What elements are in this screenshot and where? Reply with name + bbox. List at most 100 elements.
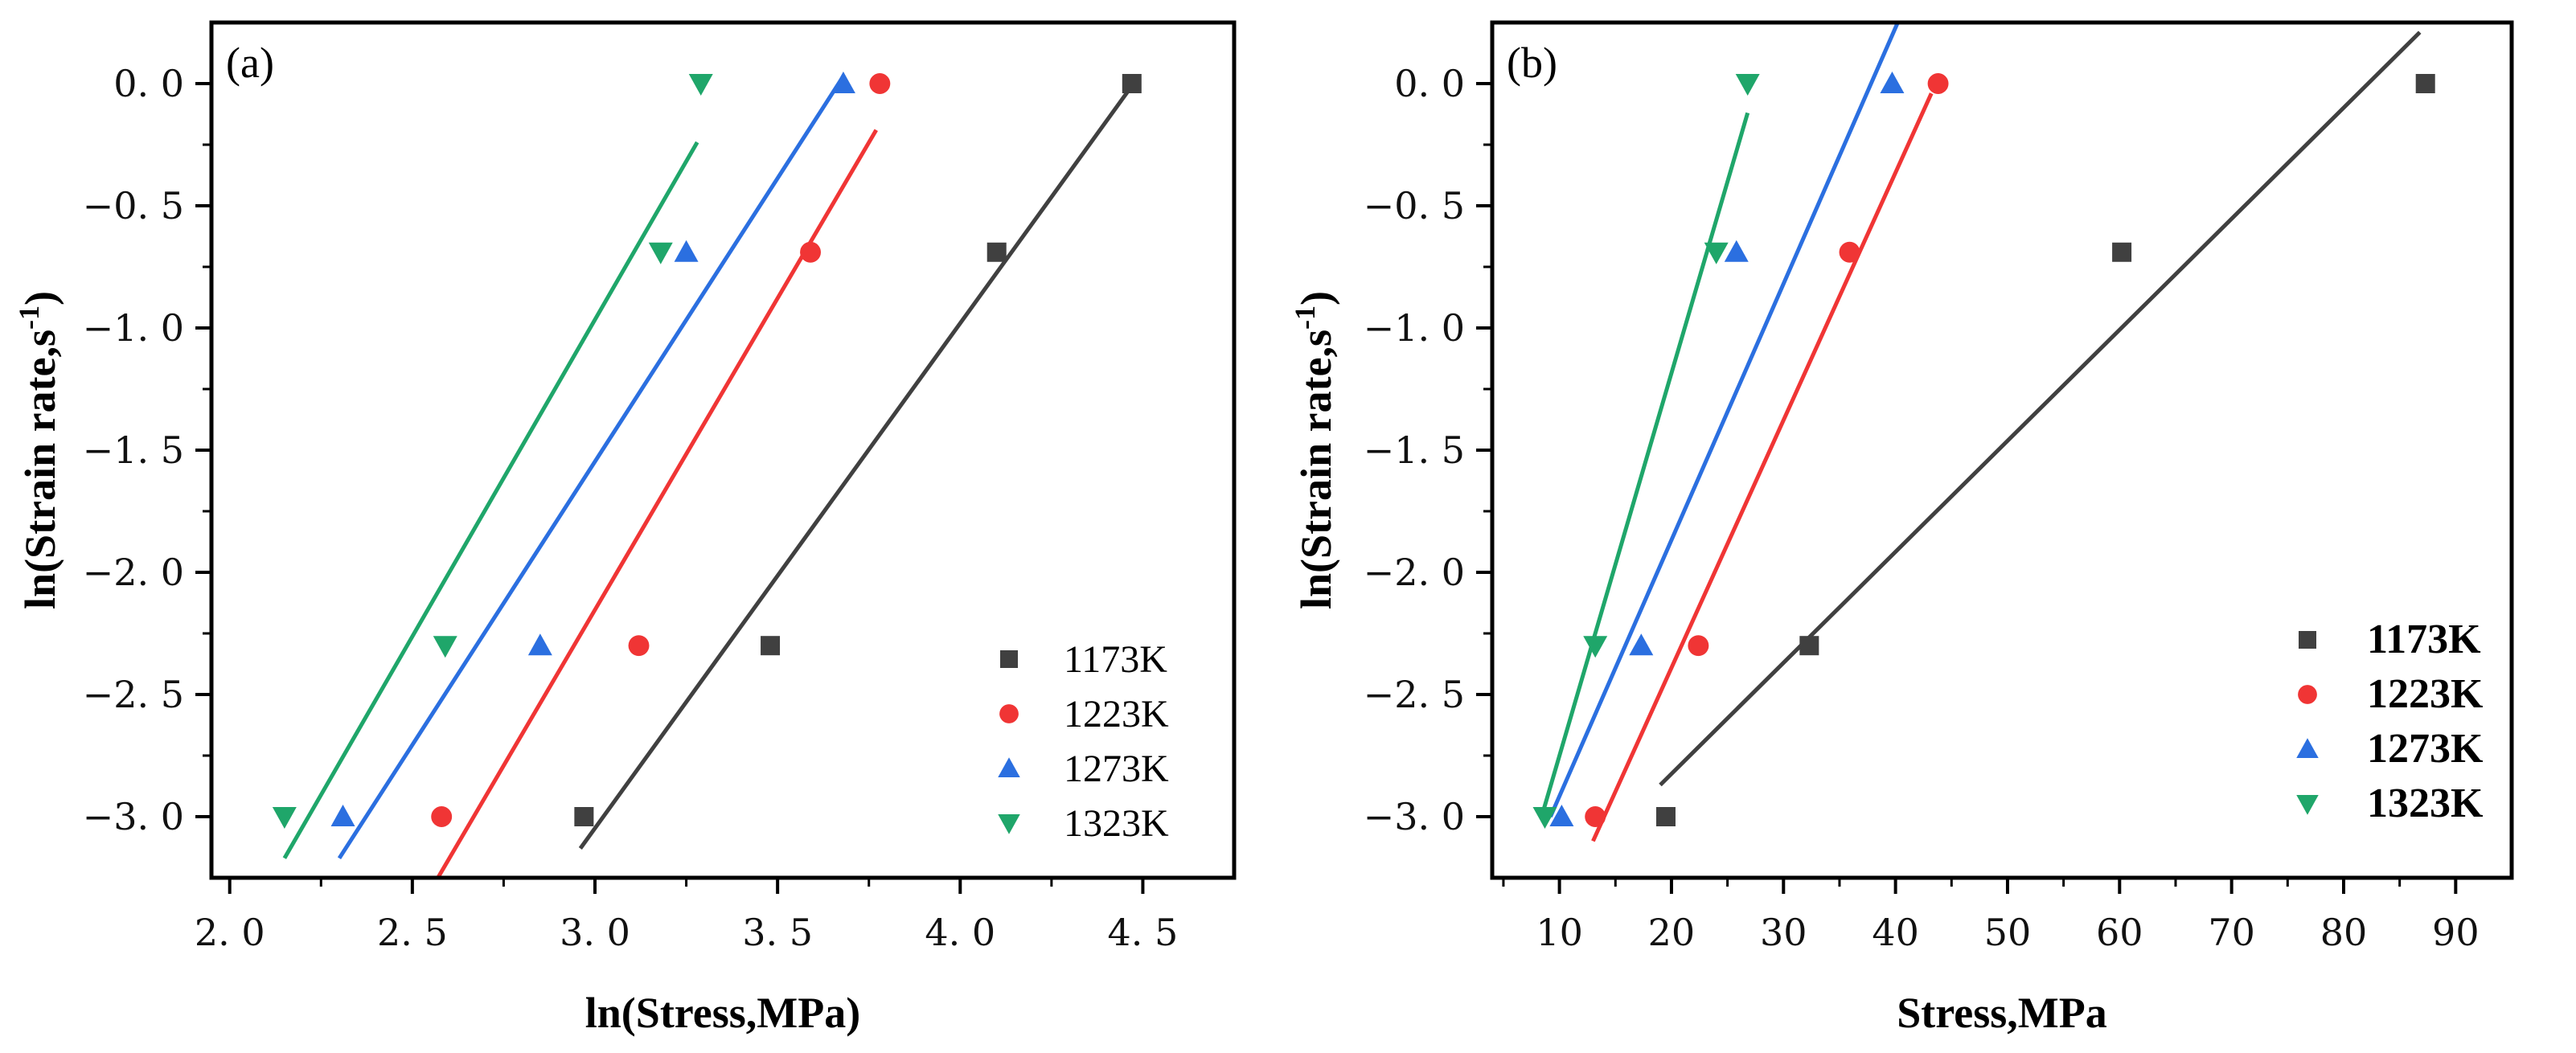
- data-point-1173K: [2415, 74, 2435, 93]
- data-point-1323K: [648, 242, 673, 264]
- data-point-1323K: [688, 74, 713, 96]
- data-point-1323K: [1583, 636, 1608, 658]
- data-point-1173K: [1122, 74, 1142, 93]
- x-tick-label: 70: [2208, 911, 2255, 954]
- fit-line-1273K: [337, 75, 846, 860]
- legend-label-1323K: 1323K: [2367, 781, 2484, 826]
- y-tick-label: −1. 5: [1364, 428, 1465, 472]
- y-tick-label: −0. 5: [1364, 184, 1465, 227]
- y-tick-label: −1. 0: [83, 306, 184, 350]
- x-tick-label: 20: [1648, 911, 1696, 954]
- data-point-1323K: [272, 807, 297, 829]
- data-point-1223K: [1585, 806, 1606, 827]
- x-tick-label: 3. 5: [742, 911, 813, 954]
- x-tick-label: 3. 0: [560, 911, 630, 954]
- data-point-1323K: [433, 636, 457, 658]
- fit-line-1223K: [1591, 92, 1934, 842]
- y-axis-title-close: ): [1292, 291, 1340, 305]
- data-point-1223K: [869, 73, 891, 94]
- legend-marker-1223K: [999, 704, 1019, 723]
- x-tick-label: 50: [1984, 911, 2032, 954]
- panel-b: 0. 0 −0. 5 −1. 0 −1. 5 −2. 0 −2. 5 −3. 0 10 20 30…: [1289, 20, 2514, 1037]
- fit-line-1173K: [578, 89, 1130, 850]
- data-point-1173K: [987, 242, 1007, 262]
- legend-label-1173K: 1173K: [1064, 638, 1167, 681]
- data-point-1273K: [674, 240, 699, 262]
- fit-line-1173K: [1659, 31, 2422, 787]
- data-point-1273K: [1724, 240, 1749, 262]
- x-tick-label: 4. 5: [1108, 911, 1179, 954]
- data-point-1323K: [1532, 807, 1557, 829]
- data-point-1173K: [574, 807, 594, 826]
- legend-marker-1173K: [1000, 650, 1018, 668]
- data-point-1223K: [1688, 635, 1709, 657]
- legend-label-1223K: 1223K: [1064, 693, 1169, 735]
- data-point-1223K: [1839, 241, 1860, 263]
- legend-label-1273K: 1273K: [2367, 726, 2484, 772]
- data-point-1223K: [800, 241, 821, 263]
- fit-line-1323K: [1541, 112, 1750, 810]
- plot-frame: [1490, 20, 2514, 880]
- plot-frame: [209, 20, 1237, 880]
- legend-label-1223K: 1223K: [2367, 671, 2484, 717]
- x-axis-title: Stress,MPa: [1897, 989, 2106, 1037]
- y-axis-title: ln(Strain rate,s-1): [13, 291, 64, 609]
- data-point-1173K: [1655, 807, 1676, 826]
- y-axis-title: ln(Strain rate,s-1): [1289, 291, 1340, 609]
- fit-line-1273K: [1548, 23, 1900, 818]
- y-tick-label: −1. 5: [83, 428, 184, 472]
- legend-marker-1273K: [2296, 738, 2319, 758]
- data-point-1323K: [1704, 242, 1729, 264]
- legend-label-1323K: 1323K: [1064, 802, 1169, 845]
- y-tick-label: −1. 0: [1364, 306, 1465, 350]
- y-axis-title-main: ln(Strain rate,s: [16, 330, 64, 609]
- data-point-1273K: [330, 805, 355, 826]
- data-point-1223K: [628, 635, 650, 657]
- legend-marker-1323K: [998, 814, 1020, 834]
- y-tick-label: −2. 5: [83, 673, 184, 716]
- legend-marker-1273K: [998, 757, 1020, 777]
- y-tick-label: −0. 5: [83, 184, 184, 227]
- panel-a: 0. 0 −0. 5 −1. 0 −1. 5 −2. 0 −2. 5 −3. 0 2. 0 2.…: [13, 20, 1237, 1037]
- y-axis-title-close: ): [16, 291, 64, 305]
- data-point-1173K: [1799, 636, 1819, 656]
- legend-label-1273K: 1273K: [1064, 748, 1169, 790]
- y-tick-label: −2. 0: [1364, 551, 1465, 594]
- x-tick-label: 60: [2096, 911, 2143, 954]
- legend-marker-1223K: [2298, 685, 2317, 704]
- data-point-1273K: [1629, 633, 1654, 656]
- y-tick-label: −2. 0: [83, 551, 184, 594]
- x-tick-label: 2. 5: [377, 911, 448, 954]
- x-tick-label: 30: [1760, 911, 1807, 954]
- data-point-1223K: [1927, 73, 1949, 94]
- data-point-1273K: [1880, 72, 1905, 93]
- x-tick-label: 4. 0: [925, 911, 995, 954]
- y-axis-title-main: ln(Strain rate,s: [1292, 330, 1340, 609]
- fit-line-1323K: [282, 141, 699, 859]
- data-point-1323K: [1735, 74, 1760, 96]
- data-point-1273K: [1549, 805, 1574, 826]
- y-axis-title-sup: -1: [1289, 305, 1321, 330]
- y-tick-label: −2. 5: [1364, 673, 1465, 716]
- data-point-1173K: [761, 636, 781, 656]
- legend-marker-1323K: [2296, 795, 2319, 815]
- y-tick-label: 0. 0: [113, 62, 184, 105]
- x-tick-label: 80: [2320, 911, 2368, 954]
- y-axis-title-sup: -1: [13, 305, 45, 330]
- y-tick-label: −3. 0: [1364, 795, 1465, 838]
- data-point-1273K: [527, 633, 552, 656]
- x-tick-label: 40: [1872, 911, 1919, 954]
- x-tick-label: 90: [2432, 911, 2480, 954]
- data-point-1173K: [2112, 242, 2132, 262]
- panel-label: (b): [1507, 39, 1557, 87]
- x-tick-label: 2. 0: [195, 911, 265, 954]
- y-tick-label: −3. 0: [83, 795, 184, 838]
- x-tick-label: 10: [1536, 911, 1583, 954]
- x-axis-title: ln(Stress,MPa): [585, 989, 860, 1037]
- y-tick-label: 0. 0: [1394, 62, 1465, 105]
- legend-label-1173K: 1173K: [2367, 617, 2481, 662]
- data-point-1273K: [831, 72, 855, 93]
- legend-marker-1173K: [2299, 631, 2316, 649]
- data-point-1223K: [431, 806, 453, 827]
